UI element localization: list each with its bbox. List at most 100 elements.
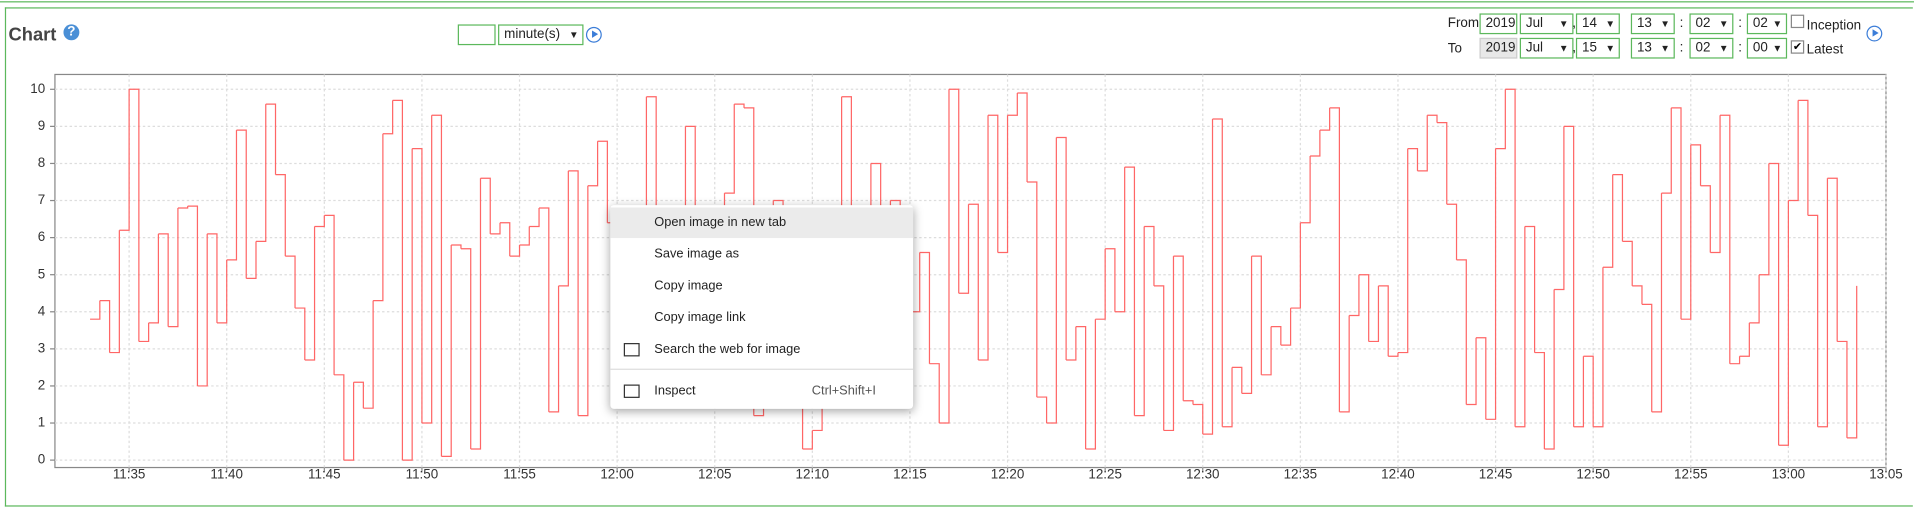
step-segment (558, 170, 569, 287)
x-tick-label: 12:15 (893, 466, 927, 481)
latest-checkbox[interactable]: ✔ (1790, 40, 1805, 54)
step-segment (1163, 256, 1175, 432)
menu-item[interactable]: Copy image link (610, 303, 913, 334)
from-second[interactable]: 02 (1746, 13, 1788, 35)
step-segment (1788, 100, 1799, 202)
to-day[interactable]: 15 (1575, 37, 1620, 59)
apply-range-button[interactable] (1866, 25, 1883, 42)
menu-item-label: Copy image (654, 278, 723, 293)
step-segment (1827, 177, 1838, 342)
from-hour[interactable]: 13 (1630, 13, 1675, 35)
step-segment (441, 245, 452, 458)
unit-select[interactable]: minute(s) (498, 24, 584, 46)
step-segment (1739, 322, 1750, 357)
step-segment (1729, 356, 1741, 365)
step-segment (109, 230, 120, 354)
x-tick-label: 12:45 (1479, 466, 1513, 481)
menu-item[interactable]: Copy image (610, 271, 913, 302)
step-segment (1417, 115, 1428, 172)
inception-checkbox[interactable] (1790, 14, 1805, 29)
step-segment (324, 214, 335, 375)
menu-item-label: Open image in new tab (654, 214, 787, 230)
step-segment (1153, 285, 1165, 431)
step-segment (1495, 89, 1506, 150)
step-segment (1251, 255, 1262, 375)
step-segment (919, 251, 931, 364)
y-tick-label: 2 (38, 377, 45, 392)
step-segment (1671, 107, 1682, 320)
menu-item[interactable]: Search the web for image (610, 334, 913, 365)
step-segment (1358, 274, 1370, 342)
step-segment (1378, 285, 1389, 357)
step-segment (1485, 148, 1497, 420)
step-segment (158, 233, 169, 327)
step-segment (1505, 88, 1516, 427)
step-segment (1280, 308, 1292, 346)
step-segment (909, 252, 921, 313)
comma: , (1572, 15, 1576, 31)
step-segment (1232, 366, 1243, 394)
step-segment (1437, 122, 1448, 205)
help-icon[interactable]: ? (63, 24, 80, 41)
to-minute[interactable]: 02 (1689, 37, 1734, 59)
panel (4, 7, 1913, 507)
step-segment (168, 207, 179, 328)
step-segment (724, 104, 735, 194)
step-segment (1622, 240, 1633, 286)
y-tick-label: 4 (38, 303, 46, 318)
step-segment (1427, 114, 1438, 123)
to-month[interactable]: Jul (1519, 37, 1574, 59)
step-segment (1222, 367, 1233, 428)
step-segment (568, 170, 579, 416)
from-day[interactable]: 14 (1575, 13, 1620, 35)
from-minute[interactable]: 02 (1689, 13, 1734, 35)
x-tick-label: 12:35 (1284, 466, 1318, 481)
step-segment (460, 248, 472, 449)
step-segment (1085, 319, 1096, 450)
step-segment (1749, 274, 1760, 324)
step-segment (1095, 248, 1106, 320)
step-segment (1573, 356, 1585, 428)
menu-item[interactable]: Inspect Ctrl+Shift+I (610, 376, 913, 407)
to-hour[interactable]: 13 (1630, 37, 1675, 59)
step-segment (138, 322, 150, 343)
menu-shortcut: Ctrl+Shift+I (811, 383, 876, 398)
step-segment (1720, 114, 1731, 364)
step-segment (1817, 178, 1829, 428)
step-segment (187, 205, 199, 386)
step-segment (1388, 352, 1399, 357)
step-segment (958, 204, 970, 294)
step-segment (1407, 148, 1419, 171)
x-tick-label: 11:40 (210, 466, 243, 481)
colon: : (1679, 15, 1684, 31)
step-segment (1759, 163, 1770, 276)
menu-item[interactable]: Save image as (610, 239, 913, 270)
step-segment (1768, 162, 1780, 446)
to-second[interactable]: 00 (1746, 37, 1788, 59)
step-segment (1651, 193, 1663, 413)
y-tick-label: 5 (38, 266, 45, 281)
inception-label: Inception (1806, 18, 1862, 33)
x-tick-label: 12:00 (600, 466, 634, 481)
step-segment (1563, 125, 1575, 427)
step-segment (1056, 136, 1067, 360)
step-segment (519, 226, 530, 246)
step-segment (451, 244, 462, 249)
step-segment (490, 222, 501, 235)
menu-item-label: Inspect (654, 383, 696, 398)
interval-input[interactable] (457, 24, 496, 46)
apply-button[interactable] (585, 26, 602, 43)
x-tick-label: 11:50 (406, 466, 439, 481)
x-tick-label: 12:25 (1088, 466, 1122, 481)
from-month[interactable]: Jul (1519, 13, 1574, 35)
y-tick-label: 10 (30, 81, 45, 96)
from-year[interactable]: 2019 (1479, 13, 1518, 35)
step-segment (1700, 185, 1711, 253)
menu-item[interactable]: Open image in new tab (610, 207, 914, 239)
to-year: 2019 (1479, 37, 1518, 59)
step-segment (480, 177, 491, 234)
step-segment (1114, 167, 1126, 313)
step-segment (597, 140, 608, 223)
